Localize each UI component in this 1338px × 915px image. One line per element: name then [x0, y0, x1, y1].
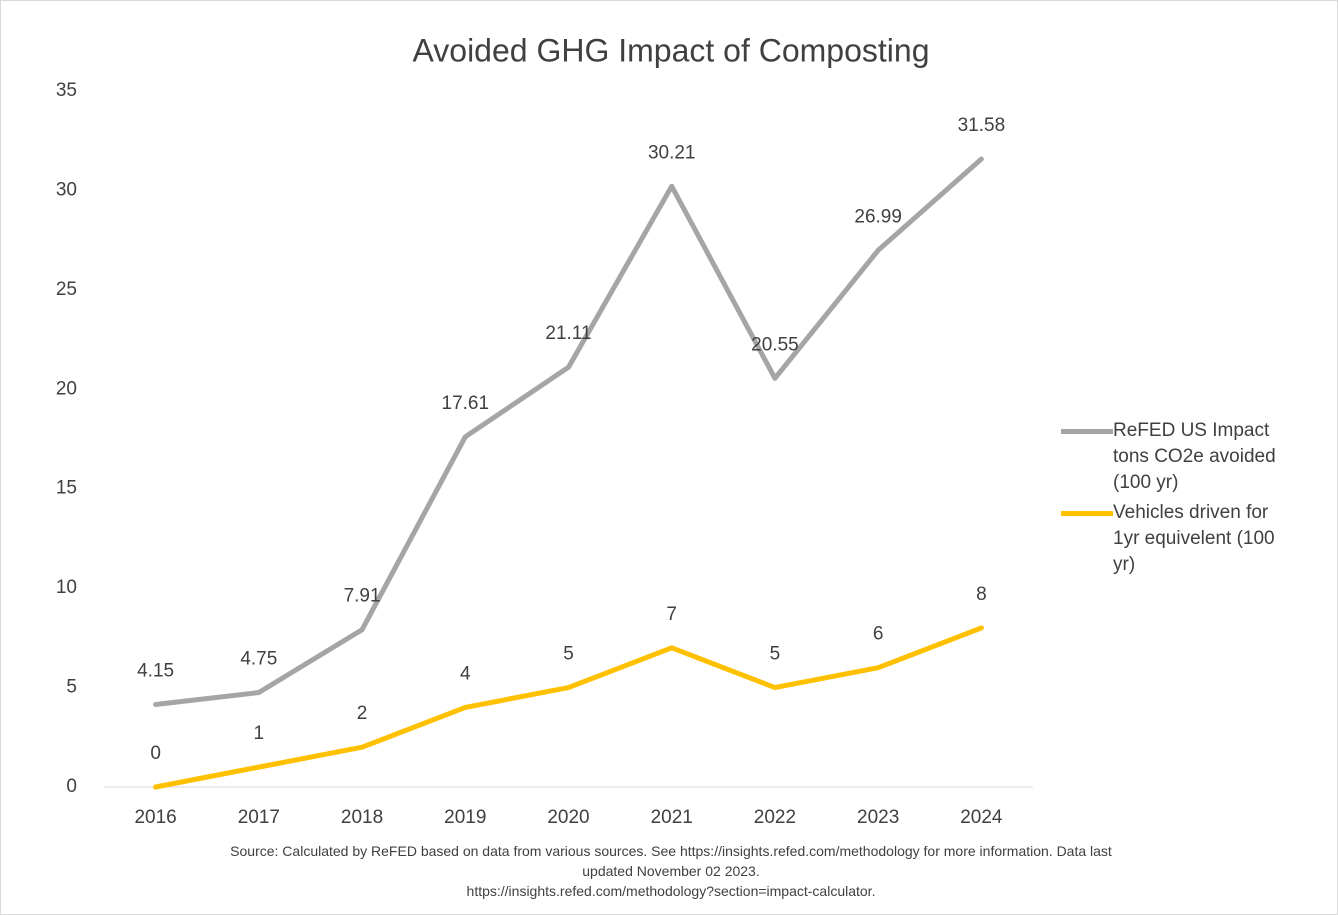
- legend-swatch: [1061, 511, 1113, 516]
- legend-item: ReFED US Impact tons CO2e avoided (100 y…: [1061, 418, 1321, 496]
- data-label: 2: [357, 703, 368, 724]
- x-tick-label: 2016: [134, 807, 176, 828]
- x-tick-label: 2019: [444, 807, 486, 828]
- legend-swatch: [1061, 429, 1113, 434]
- data-label: 30.21: [648, 142, 696, 163]
- data-label: 4.15: [137, 660, 174, 681]
- data-label: 1: [254, 723, 265, 744]
- y-tick-label: 10: [56, 577, 77, 598]
- data-label: 5: [563, 644, 574, 665]
- legend-label: Vehicles driven for 1yr equivelent (100 …: [1113, 502, 1275, 575]
- x-tick-label: 2023: [857, 807, 899, 828]
- source-url: https://insights.refed.com/methodology?s…: [466, 883, 876, 899]
- y-tick-label: 20: [56, 378, 77, 399]
- data-label: 4: [460, 663, 471, 684]
- data-label: 7.91: [344, 586, 381, 607]
- data-label: 31.58: [958, 115, 1006, 136]
- chart-title: Avoided GHG Impact of Composting: [413, 32, 930, 68]
- y-tick-label: 30: [56, 179, 77, 200]
- y-tick-label: 5: [66, 677, 77, 698]
- series-line: [153, 625, 984, 790]
- source-note: Source: Calculated by ReFED based on dat…: [131, 841, 1211, 901]
- data-label: 17.61: [442, 393, 490, 414]
- x-tick-label: 2018: [341, 807, 383, 828]
- legend-item: Vehicles driven for 1yr equivelent (100 …: [1061, 500, 1321, 578]
- data-label: 5: [770, 644, 781, 665]
- source: Source: Calculated by ReFED based on dat…: [230, 843, 1112, 879]
- data-label: 0: [150, 743, 161, 764]
- x-tick-label: 2022: [754, 807, 796, 828]
- data-label: 6: [873, 624, 884, 645]
- y-tick-label: 35: [56, 80, 77, 101]
- x-tick-label: 2024: [960, 807, 1003, 828]
- x-tick-label: 2020: [547, 807, 589, 828]
- y-tick-label: 15: [56, 478, 77, 499]
- data-label: 7: [666, 604, 677, 625]
- y-tick-label: 0: [66, 776, 77, 797]
- data-label: 26.99: [854, 206, 902, 227]
- legend-label: ReFED US Impact tons CO2e avoided (100 y…: [1113, 420, 1276, 493]
- series-line: [153, 156, 984, 707]
- data-label: 8: [976, 584, 987, 605]
- x-tick-label: 2021: [651, 807, 693, 828]
- y-tick-label: 25: [56, 279, 77, 300]
- data-label: 4.75: [240, 649, 277, 670]
- data-label: 20.55: [751, 334, 799, 355]
- data-label: 21.11: [545, 323, 591, 344]
- x-tick-label: 2017: [238, 807, 280, 828]
